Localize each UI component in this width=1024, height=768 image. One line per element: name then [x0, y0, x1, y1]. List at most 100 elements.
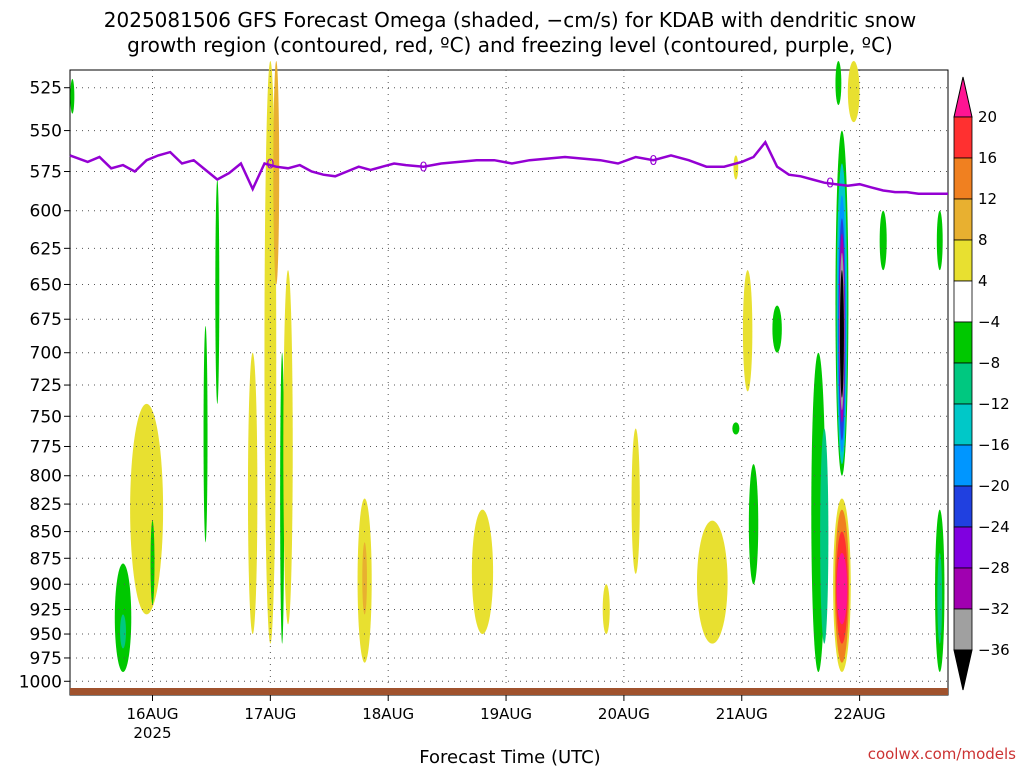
- freezing-level-label: 0: [649, 154, 657, 169]
- omega-region: [732, 422, 740, 435]
- colorbar-swatch: [953, 444, 973, 487]
- x-tick-label: 21AUG: [716, 705, 768, 723]
- omega-region: [70, 78, 75, 114]
- omega-region: [733, 155, 739, 180]
- colorbar-swatch: [953, 198, 973, 241]
- freezing-level-label: 0: [419, 161, 427, 176]
- omega-region: [362, 542, 367, 615]
- omega-region: [820, 428, 829, 644]
- colorbar-swatch: [953, 239, 973, 282]
- colorbar-label: 4: [978, 272, 988, 290]
- omega-region: [936, 210, 943, 271]
- y-tick-label: 800: [30, 467, 62, 487]
- chart-title: 2025081506 GFS Forecast Omega (shaded, −…: [104, 8, 916, 57]
- omega-region: [748, 464, 759, 585]
- colorbar-swatch: [953, 608, 973, 651]
- y-tick-label: 750: [30, 407, 62, 427]
- colorbar-swatch: [953, 157, 973, 200]
- omega-region: [631, 428, 640, 574]
- omega-region: [937, 552, 943, 644]
- y-tick-label: 550: [30, 122, 62, 142]
- omega-region: [696, 520, 728, 644]
- colorbar-label: 16: [978, 149, 997, 167]
- colorbar-swatch: [953, 403, 973, 446]
- omega-shading-layer: [70, 61, 945, 673]
- omega-region: [471, 509, 494, 635]
- colorbar-swatch: [953, 362, 973, 405]
- x-tick-label: 20AUG: [598, 705, 650, 723]
- colorbar-label: 20: [978, 108, 997, 126]
- grid-lines: [70, 70, 948, 695]
- colorbar-label: −32: [978, 600, 1010, 618]
- x-tick-label: 18AUG: [362, 705, 414, 723]
- omega-region: [273, 61, 280, 285]
- omega-region: [120, 614, 126, 649]
- x-tick-label: 19AUG: [480, 705, 532, 723]
- y-tick-label: 525: [30, 79, 62, 99]
- y-tick-label: 825: [30, 495, 62, 515]
- omega-region: [602, 584, 610, 635]
- freezing-level-label: 0: [826, 177, 834, 192]
- x-tick-label: 16AUG: [127, 705, 179, 723]
- colorbar: 20 16 12 8 4 −4 −8 −12 −16 −20 −24 −28 −32 −36: [953, 76, 1010, 691]
- y-tick-label: 675: [30, 310, 62, 330]
- x-tick-year: 2025: [133, 724, 171, 742]
- y-tick-label: 900: [30, 575, 62, 595]
- colorbar-bottom-arrow: [953, 649, 973, 691]
- colorbar-label: −4: [978, 313, 1000, 331]
- colorbar-label: −36: [978, 641, 1010, 659]
- y-tick-label: 950: [30, 625, 62, 645]
- freezing-level-label: 0: [266, 157, 274, 172]
- x-tick-label: 22AUG: [834, 705, 886, 723]
- colorbar-swatch: [953, 567, 973, 610]
- terrain-band: [70, 688, 948, 695]
- terrain-fill: [70, 688, 948, 695]
- omega-region: [203, 326, 208, 543]
- colorbar-swatch: [953, 526, 973, 569]
- y-tick-label: 575: [30, 163, 62, 183]
- colorbar-label: −16: [978, 436, 1010, 454]
- colorbar-label: −12: [978, 395, 1010, 413]
- omega-region: [130, 403, 164, 615]
- y-tick-label: 1000: [19, 672, 62, 692]
- title-line-1: 2025081506 GFS Forecast Omega (shaded, −…: [104, 8, 916, 32]
- x-tick-label: 17AUG: [244, 705, 296, 723]
- colorbar-top-arrow: [953, 76, 973, 118]
- y-tick-label: 975: [30, 649, 62, 669]
- colorbar-label: 12: [978, 190, 997, 208]
- omega-region: [839, 270, 844, 398]
- omega-region: [772, 305, 782, 353]
- y-tick-label: 625: [30, 239, 62, 259]
- colorbar-label: −24: [978, 518, 1010, 536]
- colorbar-label: −20: [978, 477, 1010, 495]
- y-tick-label: 725: [30, 376, 62, 396]
- colorbar-swatch: [953, 321, 973, 364]
- y-tick-label: 650: [30, 275, 62, 295]
- colorbar-swatch: [953, 280, 973, 323]
- omega-region: [836, 552, 848, 625]
- y-tick-label: 925: [30, 600, 62, 620]
- colorbar-label: 8: [978, 231, 988, 249]
- omega-region: [280, 352, 285, 644]
- colorbar-swatch: [953, 485, 973, 528]
- freezing-level-line: [69, 139, 948, 195]
- y-tick-label: 600: [30, 202, 62, 222]
- omega-region: [835, 61, 842, 106]
- omega-region: [879, 210, 887, 271]
- y-tick-label: 775: [30, 437, 62, 457]
- omega-region: [247, 352, 258, 635]
- colorbar-label: −28: [978, 559, 1010, 577]
- y-axis-ticks: 525 550 575 600 625 650 675 700 725 750 775 800 825 8…: [19, 79, 70, 692]
- omega-region: [215, 179, 220, 404]
- omega-region: [283, 270, 293, 625]
- y-tick-label: 875: [30, 549, 62, 569]
- omega-region: [742, 270, 753, 392]
- omega-region: [847, 61, 860, 123]
- y-tick-label: 700: [30, 344, 62, 364]
- freezing-level-layer: 0 0 0 0: [69, 139, 948, 195]
- title-line-2: growth region (contoured, red, ºC) and f…: [127, 33, 893, 57]
- y-tick-label: 850: [30, 523, 62, 543]
- credit-text: coolwx.com/models: [868, 745, 1016, 763]
